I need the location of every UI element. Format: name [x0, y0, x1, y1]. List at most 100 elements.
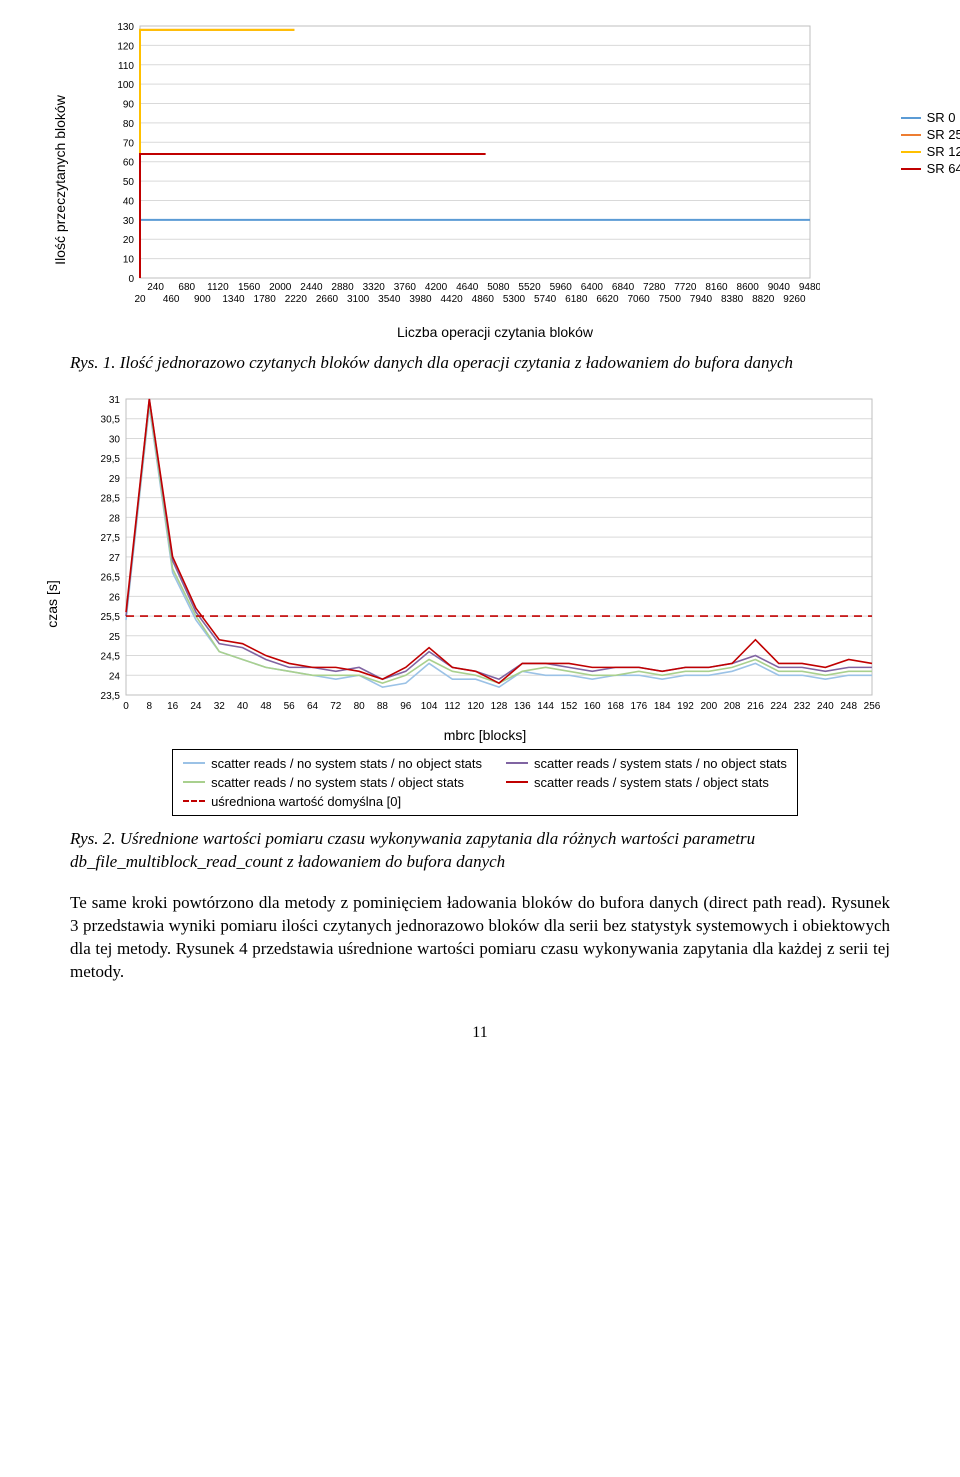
- svg-text:4640: 4640: [456, 282, 479, 293]
- svg-text:48: 48: [260, 701, 272, 712]
- svg-text:96: 96: [400, 701, 412, 712]
- chart1-legend-item: SR 256: [901, 127, 960, 142]
- svg-text:60: 60: [123, 158, 135, 169]
- svg-text:90: 90: [123, 100, 135, 111]
- svg-text:28: 28: [109, 513, 121, 524]
- svg-text:27,5: 27,5: [101, 533, 121, 544]
- svg-text:7060: 7060: [627, 294, 650, 305]
- svg-text:1120: 1120: [207, 282, 229, 293]
- svg-text:8600: 8600: [737, 282, 760, 293]
- svg-text:232: 232: [794, 701, 811, 712]
- svg-text:1780: 1780: [254, 294, 277, 305]
- svg-text:20: 20: [134, 294, 146, 305]
- svg-text:460: 460: [163, 294, 180, 305]
- svg-text:3100: 3100: [347, 294, 370, 305]
- svg-text:3320: 3320: [363, 282, 386, 293]
- svg-text:6400: 6400: [581, 282, 604, 293]
- svg-text:5960: 5960: [550, 282, 573, 293]
- svg-text:40: 40: [123, 196, 135, 207]
- svg-text:24: 24: [109, 671, 121, 682]
- svg-text:144: 144: [537, 701, 554, 712]
- svg-text:30,5: 30,5: [101, 415, 121, 426]
- svg-text:680: 680: [178, 282, 195, 293]
- svg-text:6620: 6620: [596, 294, 619, 305]
- svg-text:200: 200: [700, 701, 717, 712]
- svg-text:256: 256: [864, 701, 880, 712]
- svg-text:168: 168: [607, 701, 624, 712]
- chart2-legend-item: scatter reads / system stats / object st…: [506, 775, 787, 790]
- svg-text:80: 80: [123, 119, 135, 130]
- svg-text:1560: 1560: [238, 282, 261, 293]
- svg-text:900: 900: [194, 294, 211, 305]
- chart1-legend-item: SR 128: [901, 144, 960, 159]
- svg-text:25: 25: [109, 632, 121, 643]
- svg-text:176: 176: [631, 701, 648, 712]
- svg-text:29,5: 29,5: [101, 454, 121, 465]
- chart1-ylabel: Ilość przeczytanych bloków: [52, 95, 68, 265]
- svg-text:25,5: 25,5: [101, 612, 121, 623]
- svg-text:5080: 5080: [487, 282, 510, 293]
- svg-text:88: 88: [377, 701, 389, 712]
- svg-text:9040: 9040: [768, 282, 791, 293]
- svg-text:8820: 8820: [752, 294, 775, 305]
- svg-text:24,5: 24,5: [101, 651, 121, 662]
- svg-text:120: 120: [117, 41, 134, 52]
- chart2-xlabel: mbrc [blocks]: [80, 727, 890, 743]
- caption-2: Rys. 2. Uśrednione wartości pomiaru czas…: [70, 828, 890, 874]
- svg-text:0: 0: [123, 701, 129, 712]
- svg-text:112: 112: [444, 701, 460, 712]
- svg-text:2000: 2000: [269, 282, 292, 293]
- svg-text:30: 30: [123, 216, 135, 227]
- svg-text:100: 100: [117, 80, 134, 91]
- svg-text:1340: 1340: [222, 294, 245, 305]
- chart1-legend-item: SR 0: [901, 110, 960, 125]
- chart1-xlabel: Liczba operacji czytania bloków: [100, 324, 890, 340]
- svg-text:40: 40: [237, 701, 249, 712]
- chart-2: czas [s] 3130,53029,52928,52827,52726,52…: [80, 393, 890, 816]
- svg-text:4200: 4200: [425, 282, 448, 293]
- chart2-legend: scatter reads / no system stats / no obj…: [172, 749, 798, 816]
- svg-text:10: 10: [123, 255, 135, 266]
- svg-text:20: 20: [123, 235, 135, 246]
- svg-text:248: 248: [840, 701, 857, 712]
- svg-text:9260: 9260: [783, 294, 806, 305]
- chart2-legend-item: scatter reads / no system stats / no obj…: [183, 756, 482, 771]
- svg-text:2660: 2660: [316, 294, 339, 305]
- svg-text:160: 160: [584, 701, 601, 712]
- svg-text:136: 136: [514, 701, 531, 712]
- svg-text:2440: 2440: [300, 282, 323, 293]
- svg-text:5520: 5520: [518, 282, 541, 293]
- chart2-legend-item: scatter reads / system stats / no object…: [506, 756, 787, 771]
- svg-text:7720: 7720: [674, 282, 697, 293]
- svg-text:104: 104: [421, 701, 438, 712]
- svg-text:152: 152: [561, 701, 578, 712]
- svg-text:240: 240: [817, 701, 834, 712]
- svg-text:3980: 3980: [409, 294, 432, 305]
- svg-text:26,5: 26,5: [101, 573, 121, 584]
- svg-text:110: 110: [118, 61, 134, 72]
- svg-text:26: 26: [109, 592, 121, 603]
- svg-text:30: 30: [109, 434, 121, 445]
- svg-text:6180: 6180: [565, 294, 588, 305]
- svg-text:8380: 8380: [721, 294, 744, 305]
- svg-text:2220: 2220: [285, 294, 308, 305]
- caption1-label: Rys. 1.: [70, 353, 116, 372]
- caption1-text: Ilość jednorazowo czytanych bloków danyc…: [120, 353, 793, 372]
- svg-text:31: 31: [109, 395, 121, 406]
- svg-text:32: 32: [214, 701, 226, 712]
- svg-text:24: 24: [190, 701, 202, 712]
- chart2-legend-item: uśredniona wartość domyślna [0]: [183, 794, 482, 809]
- svg-text:130: 130: [117, 22, 134, 33]
- svg-text:72: 72: [330, 701, 342, 712]
- chart1-legend-item: SR 64: [901, 161, 960, 176]
- svg-text:50: 50: [123, 177, 135, 188]
- svg-text:208: 208: [724, 701, 741, 712]
- svg-text:6840: 6840: [612, 282, 635, 293]
- chart2-ylabel: czas [s]: [44, 581, 60, 628]
- chart2-legend-item: scatter reads / no system stats / object…: [183, 775, 482, 790]
- svg-text:4420: 4420: [441, 294, 464, 305]
- chart1-legend: SR 0 SR 256 SR 128 SR 64: [901, 110, 960, 178]
- svg-text:7500: 7500: [659, 294, 682, 305]
- svg-text:9480: 9480: [799, 282, 820, 293]
- svg-text:23,5: 23,5: [101, 691, 121, 702]
